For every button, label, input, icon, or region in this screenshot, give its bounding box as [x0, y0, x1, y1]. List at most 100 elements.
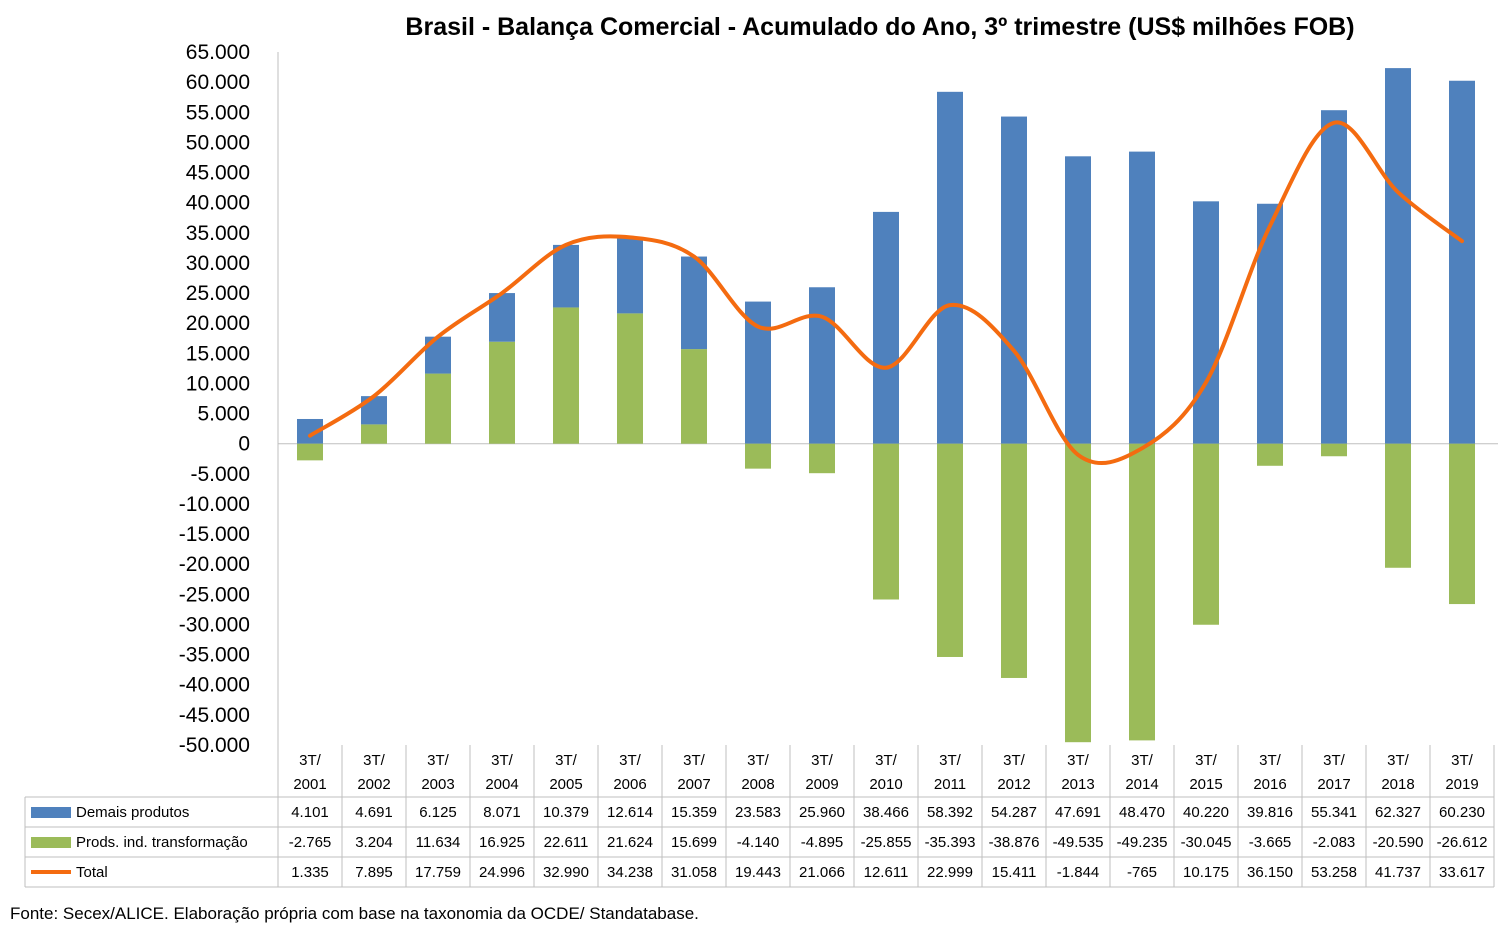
- x-tick-label: 3T/: [1323, 752, 1346, 769]
- table-cell: 60.230: [1439, 804, 1485, 821]
- table-cell: 4.691: [355, 804, 393, 821]
- x-tick-label: 3T/: [747, 752, 770, 769]
- bar-demais-produtos: [1321, 110, 1347, 444]
- x-tick-label: 3T/: [1003, 752, 1026, 769]
- bar-prods-ind-transformacao: [1385, 443, 1411, 568]
- table-cell: 15.411: [992, 864, 1037, 881]
- table-cell: 21.066: [799, 864, 845, 881]
- y-tick-label: -5.000: [190, 463, 250, 486]
- x-tick-label: 2016: [1253, 776, 1286, 793]
- x-tick-label: 2015: [1189, 776, 1222, 793]
- y-tick-label: -50.000: [179, 734, 250, 757]
- bars: [297, 68, 1475, 743]
- table-cell: 8.071: [483, 804, 521, 821]
- table-cell: -20.590: [1373, 834, 1424, 851]
- y-tick-label: 40.000: [186, 192, 250, 215]
- y-axis: 65.000 60.000 55.000 50.000 45.000 40.000 35.0…: [179, 41, 250, 757]
- table-cell: 41.737: [1375, 864, 1421, 881]
- x-tick-label: 2001: [293, 776, 326, 793]
- table-cell: 54.287: [991, 804, 1037, 821]
- x-tick-label: 3T/: [491, 752, 514, 769]
- x-tick-label: 3T/: [427, 752, 450, 769]
- bar-prods-ind-transformacao: [1321, 443, 1347, 457]
- total-series-line: [308, 120, 1464, 466]
- table-cell: 23.583: [735, 804, 781, 821]
- table-cell: 38.466: [863, 804, 909, 821]
- x-tick-label: 3T/: [683, 752, 706, 769]
- table-cell: 34.238: [607, 864, 653, 881]
- bar-demais-produtos: [937, 91, 963, 444]
- x-tick-label: 2007: [677, 776, 710, 793]
- bar-prods-ind-transformacao: [1001, 443, 1027, 678]
- bar-prods-ind-transformacao: [1065, 443, 1091, 743]
- y-tick-label: 50.000: [186, 131, 250, 154]
- bar-demais-produtos: [1193, 201, 1219, 444]
- bar-prods-ind-transformacao: [361, 424, 387, 444]
- y-tick-label: 0: [238, 433, 250, 456]
- table-cell: -26.612: [1437, 834, 1488, 851]
- x-tick-label: 2003: [421, 776, 454, 793]
- source-note: Fonte: Secex/ALICE. Elaboração própria c…: [10, 904, 699, 923]
- legend-key-prods-ind-transformacao: [31, 837, 71, 848]
- x-tick-label: 2002: [357, 776, 390, 793]
- bar-demais-produtos: [1385, 68, 1411, 444]
- table-cell: -2.083: [1313, 834, 1356, 851]
- table-cell: 58.392: [927, 804, 973, 821]
- y-tick-label: 20.000: [186, 312, 250, 335]
- table-cell: -49.235: [1117, 834, 1168, 851]
- table-cell: 39.816: [1247, 804, 1293, 821]
- x-tick-label: 3T/: [1131, 752, 1154, 769]
- total-line: [308, 120, 1464, 466]
- table-cell: 16.925: [479, 834, 525, 851]
- bar-prods-ind-transformacao: [681, 349, 707, 444]
- table-cell: -38.876: [989, 834, 1040, 851]
- table-cell: -2.765: [289, 834, 332, 851]
- y-tick-label: 55.000: [186, 101, 250, 124]
- y-tick-label: -10.000: [179, 493, 250, 516]
- bar-demais-produtos: [1449, 80, 1475, 444]
- x-tick-label: 2014: [1125, 776, 1158, 793]
- table-cell: 12.614: [607, 804, 653, 821]
- bar-demais-produtos: [553, 244, 579, 308]
- x-tick-label: 3T/: [555, 752, 578, 769]
- table-cell: 24.996: [479, 864, 525, 881]
- x-tick-label: 2006: [613, 776, 646, 793]
- table-cell: 15.359: [671, 804, 717, 821]
- bar-prods-ind-transformacao: [489, 341, 515, 444]
- y-tick-label: 45.000: [186, 162, 250, 185]
- x-tick-label: 2008: [741, 776, 774, 793]
- bar-prods-ind-transformacao: [617, 313, 643, 444]
- table-cell: 53.258: [1311, 864, 1357, 881]
- x-tick-label: 3T/: [875, 752, 898, 769]
- bar-prods-ind-transformacao: [425, 373, 451, 444]
- table-cell: 22.999: [927, 864, 973, 881]
- y-tick-label: 65.000: [186, 41, 250, 64]
- bar-prods-ind-transformacao: [937, 443, 963, 657]
- y-tick-label: 5.000: [197, 403, 250, 426]
- x-tick-label: 3T/: [1387, 752, 1410, 769]
- bar-prods-ind-transformacao: [873, 443, 899, 600]
- bar-demais-produtos: [809, 287, 835, 444]
- table-cell: -25.855: [861, 834, 912, 851]
- y-tick-label: 25.000: [186, 282, 250, 305]
- x-tick-label: 2019: [1445, 776, 1478, 793]
- x-tick-label: 2012: [997, 776, 1030, 793]
- bar-prods-ind-transformacao: [553, 307, 579, 444]
- x-tick-label: 2004: [485, 776, 518, 793]
- table-cell: -3.665: [1249, 834, 1292, 851]
- table-cell: -49.535: [1053, 834, 1104, 851]
- bar-prods-ind-transformacao: [1257, 443, 1283, 466]
- y-tick-label: -35.000: [179, 644, 250, 667]
- x-tick-label: 2013: [1061, 776, 1094, 793]
- x-tick-label: 3T/: [1259, 752, 1282, 769]
- table-cell: 11.634: [416, 834, 461, 851]
- y-tick-label: -30.000: [179, 613, 250, 636]
- table-cell: 10.379: [543, 804, 589, 821]
- y-tick-label: 15.000: [186, 342, 250, 365]
- table-cell: 55.341: [1311, 804, 1357, 821]
- table-cell: 4.101: [291, 804, 329, 821]
- y-tick-label: 30.000: [186, 252, 250, 275]
- table-cell: 25.960: [799, 804, 845, 821]
- bar-demais-produtos: [1065, 156, 1091, 444]
